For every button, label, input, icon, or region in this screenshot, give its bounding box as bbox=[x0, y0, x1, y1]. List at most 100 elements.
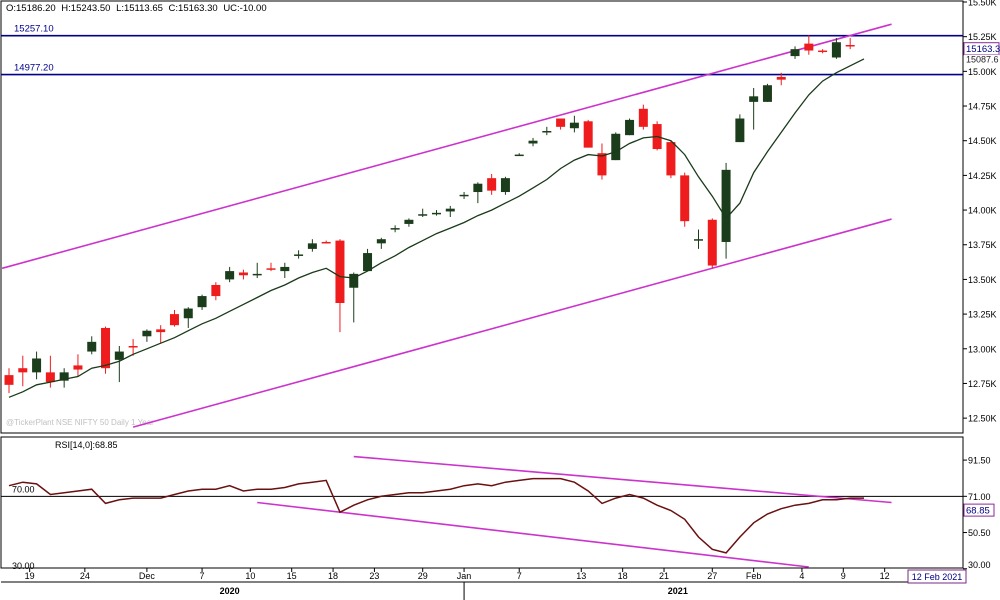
close-value: C:15163.30 bbox=[169, 3, 218, 14]
candle-body bbox=[349, 273, 359, 288]
candle-body bbox=[776, 76, 786, 80]
candle-body bbox=[569, 122, 579, 129]
candle-body bbox=[18, 368, 28, 373]
price-channel bbox=[1, 23, 892, 428]
candle bbox=[776, 72, 786, 86]
candle bbox=[238, 269, 248, 280]
candle-body bbox=[487, 178, 497, 191]
candle-body bbox=[101, 327, 111, 369]
price-y-tick-label: 15.00K bbox=[968, 67, 997, 77]
last-date-label: 12 Feb 2021 bbox=[912, 572, 963, 582]
candle bbox=[18, 355, 28, 387]
rsi-last-label: 68.85 bbox=[966, 506, 990, 517]
candle bbox=[487, 174, 497, 195]
candle-body bbox=[418, 214, 428, 216]
candle bbox=[666, 140, 676, 179]
candle bbox=[32, 351, 42, 380]
candle bbox=[73, 354, 83, 377]
candle-body bbox=[321, 241, 331, 244]
candle bbox=[197, 294, 207, 310]
x-tick-label: 4 bbox=[799, 571, 804, 581]
candle-body bbox=[597, 153, 607, 176]
candle bbox=[349, 272, 359, 323]
ma-value-box bbox=[964, 54, 999, 65]
candle bbox=[390, 225, 400, 233]
rsi-lower-trendline bbox=[257, 501, 809, 568]
candle-body bbox=[762, 85, 772, 102]
candle-body bbox=[169, 314, 179, 326]
candle bbox=[363, 248, 373, 272]
candle-body bbox=[376, 239, 386, 244]
candle-body bbox=[128, 346, 138, 348]
x-tick-label: 27 bbox=[707, 571, 717, 581]
candle bbox=[818, 49, 828, 54]
candle bbox=[225, 266, 235, 283]
price-y-tick-label: 13.50K bbox=[968, 275, 997, 285]
candle-body bbox=[238, 272, 248, 276]
candle-body bbox=[59, 372, 69, 381]
rsi-tags: 68.85 bbox=[963, 503, 995, 517]
x-tick-label: 23 bbox=[369, 571, 379, 581]
x-tick-label: Jan bbox=[457, 571, 472, 581]
price-y-tick-label: 13.00K bbox=[968, 344, 997, 354]
last-date-box bbox=[907, 569, 967, 584]
candle bbox=[473, 182, 483, 204]
ohlc-info: O:15186.20 H:15243.50 L:15113.65 C:15163… bbox=[6, 3, 267, 14]
candle-body bbox=[431, 212, 441, 215]
x-tick-label: 7 bbox=[200, 571, 205, 581]
candle bbox=[335, 239, 345, 333]
candle-body bbox=[694, 239, 703, 241]
candle bbox=[59, 368, 69, 388]
candle-body bbox=[625, 119, 635, 136]
candle-body bbox=[390, 228, 400, 230]
price-y-tick-label: 13.25K bbox=[968, 310, 997, 320]
price-y-tick-label: 14.00K bbox=[968, 206, 997, 216]
candle-body bbox=[32, 358, 42, 373]
rsi-y-tick-label: 91.50 bbox=[968, 456, 991, 466]
price-y-tick-label: 14.25K bbox=[968, 171, 997, 181]
x-tick-label: 18 bbox=[328, 571, 338, 581]
candle-body bbox=[528, 140, 538, 144]
channel-upper-line bbox=[1, 23, 892, 270]
rsi-y-axis: 91.50 71.00 50.50 30.00 bbox=[963, 456, 991, 570]
x-tick-label: 19 bbox=[25, 571, 35, 581]
price-y-tick-label: 15.50K bbox=[968, 0, 997, 8]
open-value: O:15186.20 bbox=[6, 3, 56, 14]
price-y-tick-label: 13.75K bbox=[968, 240, 997, 250]
rsi-panel: RSI[14,0]:68.85 91.50 71.00 50.50 30.00 70.… bbox=[0, 436, 995, 571]
price-y-tick-label: 15.25K bbox=[968, 32, 997, 42]
candle bbox=[183, 307, 193, 328]
x-tick-label: 29 bbox=[418, 571, 428, 581]
candle bbox=[556, 118, 566, 130]
candle bbox=[542, 126, 552, 136]
candle bbox=[294, 250, 304, 259]
candle bbox=[735, 114, 745, 143]
candle-body bbox=[252, 273, 262, 276]
candle bbox=[707, 218, 717, 269]
candle bbox=[4, 368, 14, 394]
rsi-plot-frame bbox=[0, 436, 964, 569]
candle-body bbox=[721, 169, 731, 242]
candle bbox=[514, 153, 524, 157]
candle-body bbox=[735, 118, 745, 143]
candle bbox=[845, 38, 855, 50]
candle bbox=[431, 210, 441, 216]
price-y-tick-label: 14.50K bbox=[968, 136, 997, 146]
candle bbox=[445, 205, 455, 217]
candle-body bbox=[280, 266, 290, 272]
candle bbox=[569, 115, 579, 133]
price-y-tick-label: 12.75K bbox=[968, 379, 997, 389]
candle-body bbox=[542, 131, 552, 133]
candle-body bbox=[335, 240, 345, 303]
candle bbox=[404, 218, 414, 227]
candle-body bbox=[183, 308, 193, 319]
candle-body bbox=[45, 372, 55, 383]
candle bbox=[266, 262, 276, 272]
candle-body bbox=[749, 96, 759, 102]
level-label: 14977.20 bbox=[14, 63, 54, 74]
watermark: @TickerPlant NSE NIFTY 50 Daily 1 Year bbox=[6, 418, 154, 427]
change-value: UC:-10.00 bbox=[223, 3, 266, 14]
candle-body bbox=[156, 329, 166, 333]
